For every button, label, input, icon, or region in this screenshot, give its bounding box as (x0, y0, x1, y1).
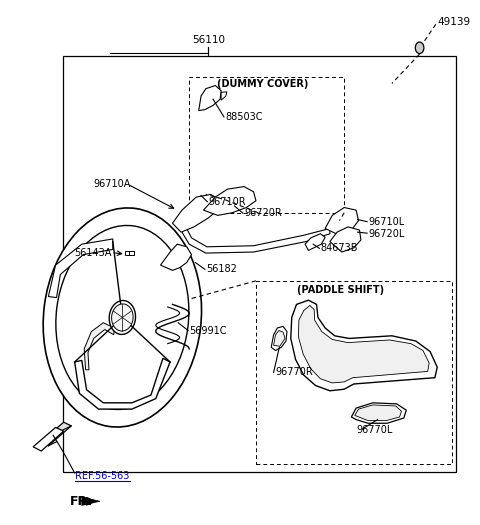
Text: 96770R: 96770R (275, 368, 313, 377)
Text: 88503C: 88503C (225, 112, 263, 122)
Text: 96770L: 96770L (356, 425, 393, 435)
Polygon shape (82, 497, 100, 506)
Text: (PADDLE SHIFT): (PADDLE SHIFT) (297, 285, 384, 295)
Text: 84673B: 84673B (320, 244, 358, 254)
Ellipse shape (43, 208, 202, 427)
Text: FR.: FR. (70, 495, 93, 508)
Polygon shape (299, 306, 429, 383)
Text: 49139: 49139 (437, 17, 470, 27)
Polygon shape (199, 86, 221, 111)
Ellipse shape (415, 42, 424, 54)
Polygon shape (75, 359, 170, 409)
Polygon shape (355, 405, 401, 421)
Text: (DUMMY COVER): (DUMMY COVER) (217, 79, 308, 89)
Text: REF.56-563: REF.56-563 (75, 470, 129, 480)
Bar (256, 281, 452, 464)
Bar (189, 77, 344, 213)
Polygon shape (48, 239, 113, 298)
Text: 96710L: 96710L (368, 217, 404, 227)
Text: 96720R: 96720R (244, 208, 282, 218)
Polygon shape (291, 300, 437, 391)
Text: 96710A: 96710A (94, 179, 131, 189)
Polygon shape (84, 323, 114, 370)
Polygon shape (41, 422, 72, 446)
Polygon shape (351, 403, 406, 423)
Text: 56991C: 56991C (189, 326, 227, 335)
Text: 96720L: 96720L (368, 229, 405, 239)
Polygon shape (33, 427, 64, 451)
Polygon shape (204, 186, 256, 215)
Bar (63, 56, 456, 472)
Polygon shape (221, 92, 227, 100)
Ellipse shape (111, 304, 133, 331)
Text: 56143A: 56143A (75, 248, 112, 258)
Polygon shape (271, 327, 287, 351)
Ellipse shape (56, 225, 189, 410)
Polygon shape (325, 207, 359, 235)
Polygon shape (160, 244, 192, 270)
Text: 56182: 56182 (206, 264, 237, 274)
Polygon shape (182, 227, 330, 253)
Polygon shape (172, 194, 220, 232)
Polygon shape (330, 227, 361, 252)
Text: 96710R: 96710R (208, 197, 246, 207)
Text: 56110: 56110 (192, 35, 225, 45)
Polygon shape (305, 234, 325, 250)
Ellipse shape (109, 300, 135, 334)
Polygon shape (274, 331, 285, 346)
Polygon shape (77, 310, 120, 379)
Bar (125, 251, 134, 255)
